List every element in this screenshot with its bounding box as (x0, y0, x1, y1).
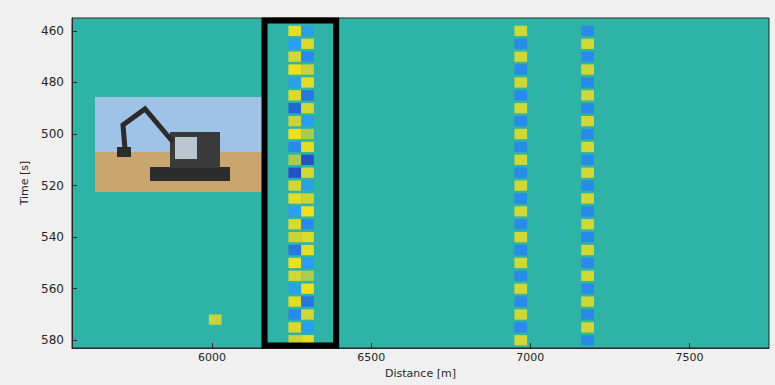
svg-text:480: 480 (41, 75, 64, 89)
svg-text:560: 560 (41, 282, 64, 296)
svg-text:500: 500 (41, 127, 64, 141)
svg-text:580: 580 (41, 333, 64, 347)
svg-text:6000: 6000 (198, 351, 226, 364)
svg-text:7000: 7000 (516, 351, 544, 364)
svg-text:Distance [m]: Distance [m] (385, 367, 456, 380)
svg-text:540: 540 (41, 230, 64, 244)
svg-text:Time [s]: Time [s] (18, 161, 31, 207)
svg-text:460: 460 (41, 24, 64, 38)
svg-text:6500: 6500 (357, 351, 385, 364)
svg-text:520: 520 (41, 179, 64, 193)
svg-text:7500: 7500 (675, 351, 703, 364)
